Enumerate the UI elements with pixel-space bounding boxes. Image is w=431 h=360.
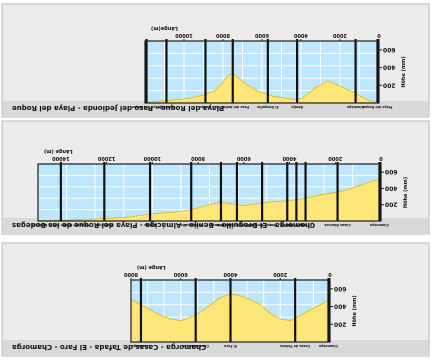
chart-title: Chamorga - Casas de Tafada - El Faro - C… <box>12 343 207 351</box>
y-tick-label: 200 <box>383 81 396 88</box>
title-band <box>3 340 428 356</box>
waypoint-label: Chamorga <box>131 344 150 348</box>
plot-frame <box>37 163 382 222</box>
x-tick-label: 6000 <box>173 271 187 277</box>
waypoint-label: Las Palmas <box>211 223 232 227</box>
y-tick-label: 600 <box>385 168 398 175</box>
y-axis-label: Höhe (mm) <box>401 56 407 87</box>
x-tick-label: 4000 <box>294 32 308 38</box>
waypoint-label: Roque Bermejo <box>247 223 276 227</box>
x-tick-label: 0 <box>379 155 383 161</box>
x-tick-label: 6000 <box>255 32 269 38</box>
y-tick-label: 200 <box>334 320 347 327</box>
x-tick-label: 10000 <box>175 32 193 38</box>
x-tick-label: 0 <box>328 271 332 277</box>
title-band <box>3 218 428 234</box>
x-axis-label: Länge (m) <box>137 264 166 270</box>
x-axis-label: Länge(m) <box>151 25 178 31</box>
y-axis-label: Höhe (mm) <box>352 295 358 326</box>
waypoint-label: Chamorga <box>319 344 338 348</box>
waypoint-label: Playa del Roque de las Bodegas <box>31 223 90 227</box>
x-tick-label: 14000 <box>52 155 70 161</box>
waypoint-label: Benijo <box>291 105 303 109</box>
waypoint-label: Casas Blancas <box>324 223 350 227</box>
waypoint-label: Almáciga <box>96 223 113 227</box>
y-tick-label: 600 <box>383 46 396 53</box>
x-tick-label: 8000 <box>191 155 205 161</box>
y-axis-label: Höhe (mm) <box>403 177 409 208</box>
y-tick-label: 400 <box>334 303 347 310</box>
y-tick-label: 600 <box>334 285 347 292</box>
title-band <box>3 101 428 117</box>
waypoint-label: El Draguillo <box>180 223 202 227</box>
elevation-area <box>144 72 380 104</box>
waypoint-label: Benijo <box>144 223 156 227</box>
waypoint-label: El Faro <box>298 223 311 227</box>
waypoint-label: El Draguillo <box>256 105 278 109</box>
elevation-chart-1: Playa del Roque - Paso del Jedionda - Pl… <box>1 3 430 118</box>
waypoint-label: Almáciga <box>347 105 364 109</box>
elevation-area <box>37 178 382 222</box>
x-tick-label: 2000 <box>328 155 342 161</box>
waypoint-label: Playa del Roque <box>362 105 393 109</box>
waypoint-label: Casas Blancas <box>182 344 208 348</box>
x-axis-label: Länge (m) <box>44 148 73 154</box>
x-tick-label: 10000 <box>143 155 161 161</box>
waypoint-label: Benijo <box>199 105 211 109</box>
waypoint-label: Chamorga <box>370 223 389 227</box>
waypoint-label: Playa del Roque <box>131 105 162 109</box>
waypoint-label: Las Casas <box>287 223 305 227</box>
chart-title: Chamorga - El Draguillo - Benijo - Almác… <box>12 221 315 229</box>
y-tick-label: 200 <box>385 201 398 208</box>
waypoint-label: Tafada <box>281 223 293 227</box>
waypoint-label: El Faro <box>223 344 236 348</box>
y-tick-label: 400 <box>385 184 398 191</box>
x-tick-label: 8000 <box>124 271 138 277</box>
y-tick-label: 400 <box>383 64 396 71</box>
x-tick-label: 4000 <box>223 271 237 277</box>
x-tick-label: 4000 <box>282 155 296 161</box>
x-tick-label: 0 <box>377 32 381 38</box>
waypoint-label: Casas de la Cumbrilla <box>217 223 257 227</box>
x-tick-label: 2000 <box>333 32 347 38</box>
waypoint-label: Almáciga <box>158 105 175 109</box>
waypoint-label: Casas de Tafada <box>280 344 310 348</box>
elevation-chart-2: Chamorga - El Draguillo - Benijo - Almác… <box>1 120 430 235</box>
chart-title: Playa del Roque - Paso del Jedionda - Pl… <box>12 104 224 112</box>
x-tick-label: 2000 <box>273 271 287 277</box>
waypoint-label: Paso del Jedionda <box>216 105 249 109</box>
elevation-chart-3: Chamorga - Casas de Tafada - El Faro - C… <box>1 242 430 357</box>
x-tick-label: 12000 <box>97 155 115 161</box>
x-tick-label: 8000 <box>216 32 230 38</box>
x-tick-label: 6000 <box>236 155 250 161</box>
